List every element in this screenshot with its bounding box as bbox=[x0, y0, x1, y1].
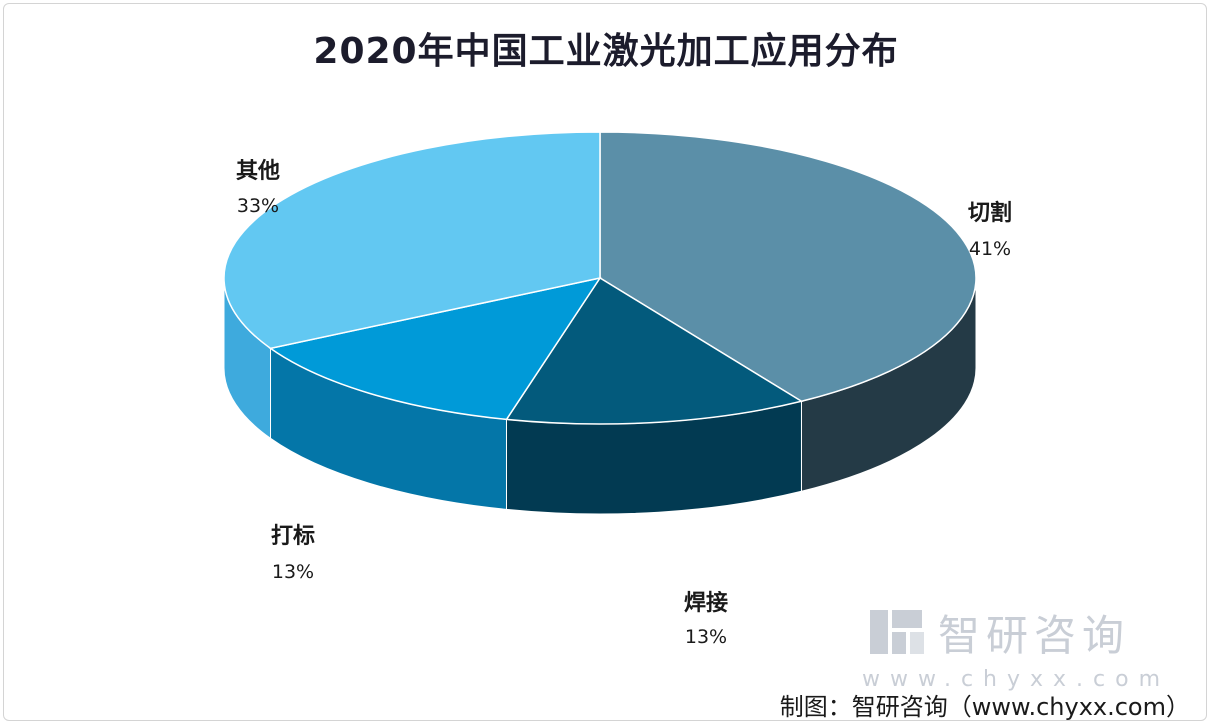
watermark-logo-icon bbox=[870, 610, 924, 654]
source-note: 制图：智研咨询（www.chyxx.com） bbox=[779, 693, 1190, 721]
chart-title: 2020年中国工业激光加工应用分布 bbox=[313, 31, 899, 72]
pie-labels: 切割 41% 焊接 13% 打标 13% 其他 33% bbox=[236, 159, 1012, 648]
pie-slice-2 bbox=[505, 276, 804, 425]
slice-value-3: 13% bbox=[272, 561, 314, 583]
pie-tops bbox=[223, 131, 977, 425]
slice-label-2: 焊接 bbox=[684, 591, 728, 616]
pie-slice-3 bbox=[268, 276, 602, 421]
slice-label-1: 切割 bbox=[968, 200, 1012, 226]
pie-slice-1 bbox=[599, 131, 977, 403]
slice-value-1: 41% bbox=[969, 238, 1011, 260]
watermark-name: 智研咨询 bbox=[938, 611, 1130, 660]
watermark-url: www.chyxx.com bbox=[862, 667, 1170, 692]
pie-slice-4 bbox=[223, 131, 601, 350]
chart-frame bbox=[3, 3, 1207, 721]
slice-value-2: 13% bbox=[685, 626, 727, 648]
slice-label-4: 其他 bbox=[236, 159, 280, 184]
watermark: 智研咨询 www.chyxx.com bbox=[862, 610, 1170, 692]
slice-label-3: 打标 bbox=[271, 523, 315, 549]
slice-value-4: 33% bbox=[237, 195, 279, 217]
